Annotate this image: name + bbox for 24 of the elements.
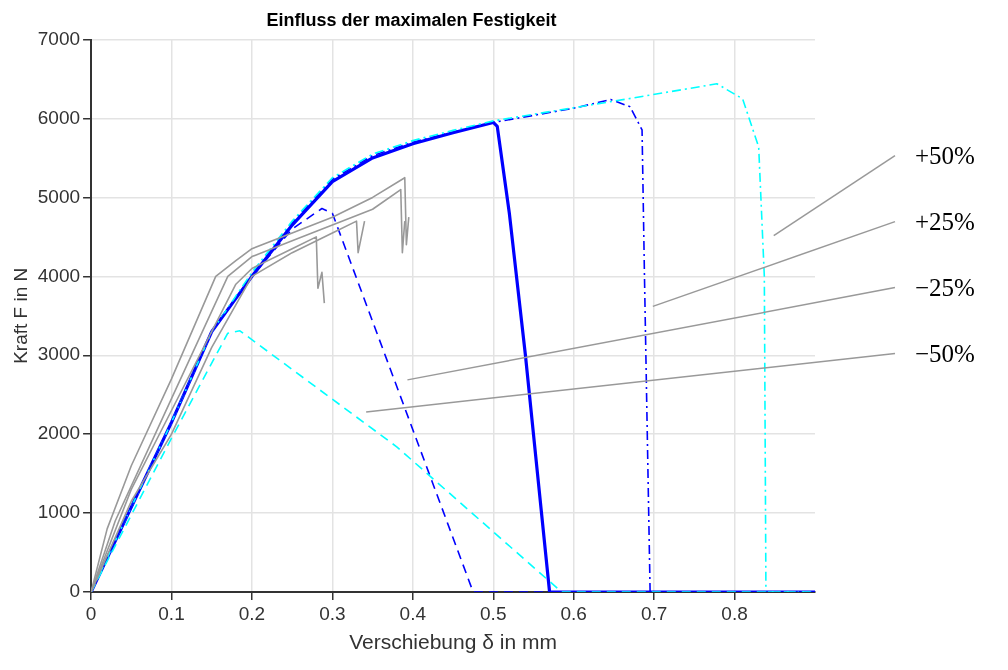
text: +50% — [915, 142, 975, 170]
y-tick-label: 6000 — [37, 106, 81, 128]
x-tick-label: 0 — [85, 602, 97, 624]
y-tick-label: 4000 — [37, 264, 81, 286]
y-tick-label: 2000 — [37, 422, 81, 444]
y-tick-label: 0 — [69, 580, 81, 602]
x-tick-label: 0.8 — [721, 602, 748, 624]
y-tick-label: 7000 — [37, 27, 81, 49]
y-tick-label: 3000 — [37, 343, 81, 365]
x-tick-label: 0.1 — [158, 602, 185, 624]
y-tick-label: 5000 — [37, 185, 81, 207]
chart-title: Einfluss der maximalen Festigkeit — [266, 9, 557, 30]
x-tick-label: 0.5 — [480, 602, 507, 624]
y-tick-label: 1000 — [37, 501, 81, 523]
y-axis-title: Kraft F in N — [9, 267, 31, 364]
x-tick-label: 0.7 — [640, 602, 668, 624]
x-tick-label: 0.3 — [319, 602, 346, 624]
text: −25% — [915, 274, 975, 302]
x-tick-label: 0.4 — [399, 602, 427, 624]
x-tick-label: 0.6 — [560, 602, 587, 624]
x-tick-label: 0.2 — [238, 602, 266, 624]
text: +25% — [915, 208, 975, 236]
x-axis-title: Verschiebung δ in mm — [349, 630, 557, 654]
text: −50% — [915, 340, 975, 368]
